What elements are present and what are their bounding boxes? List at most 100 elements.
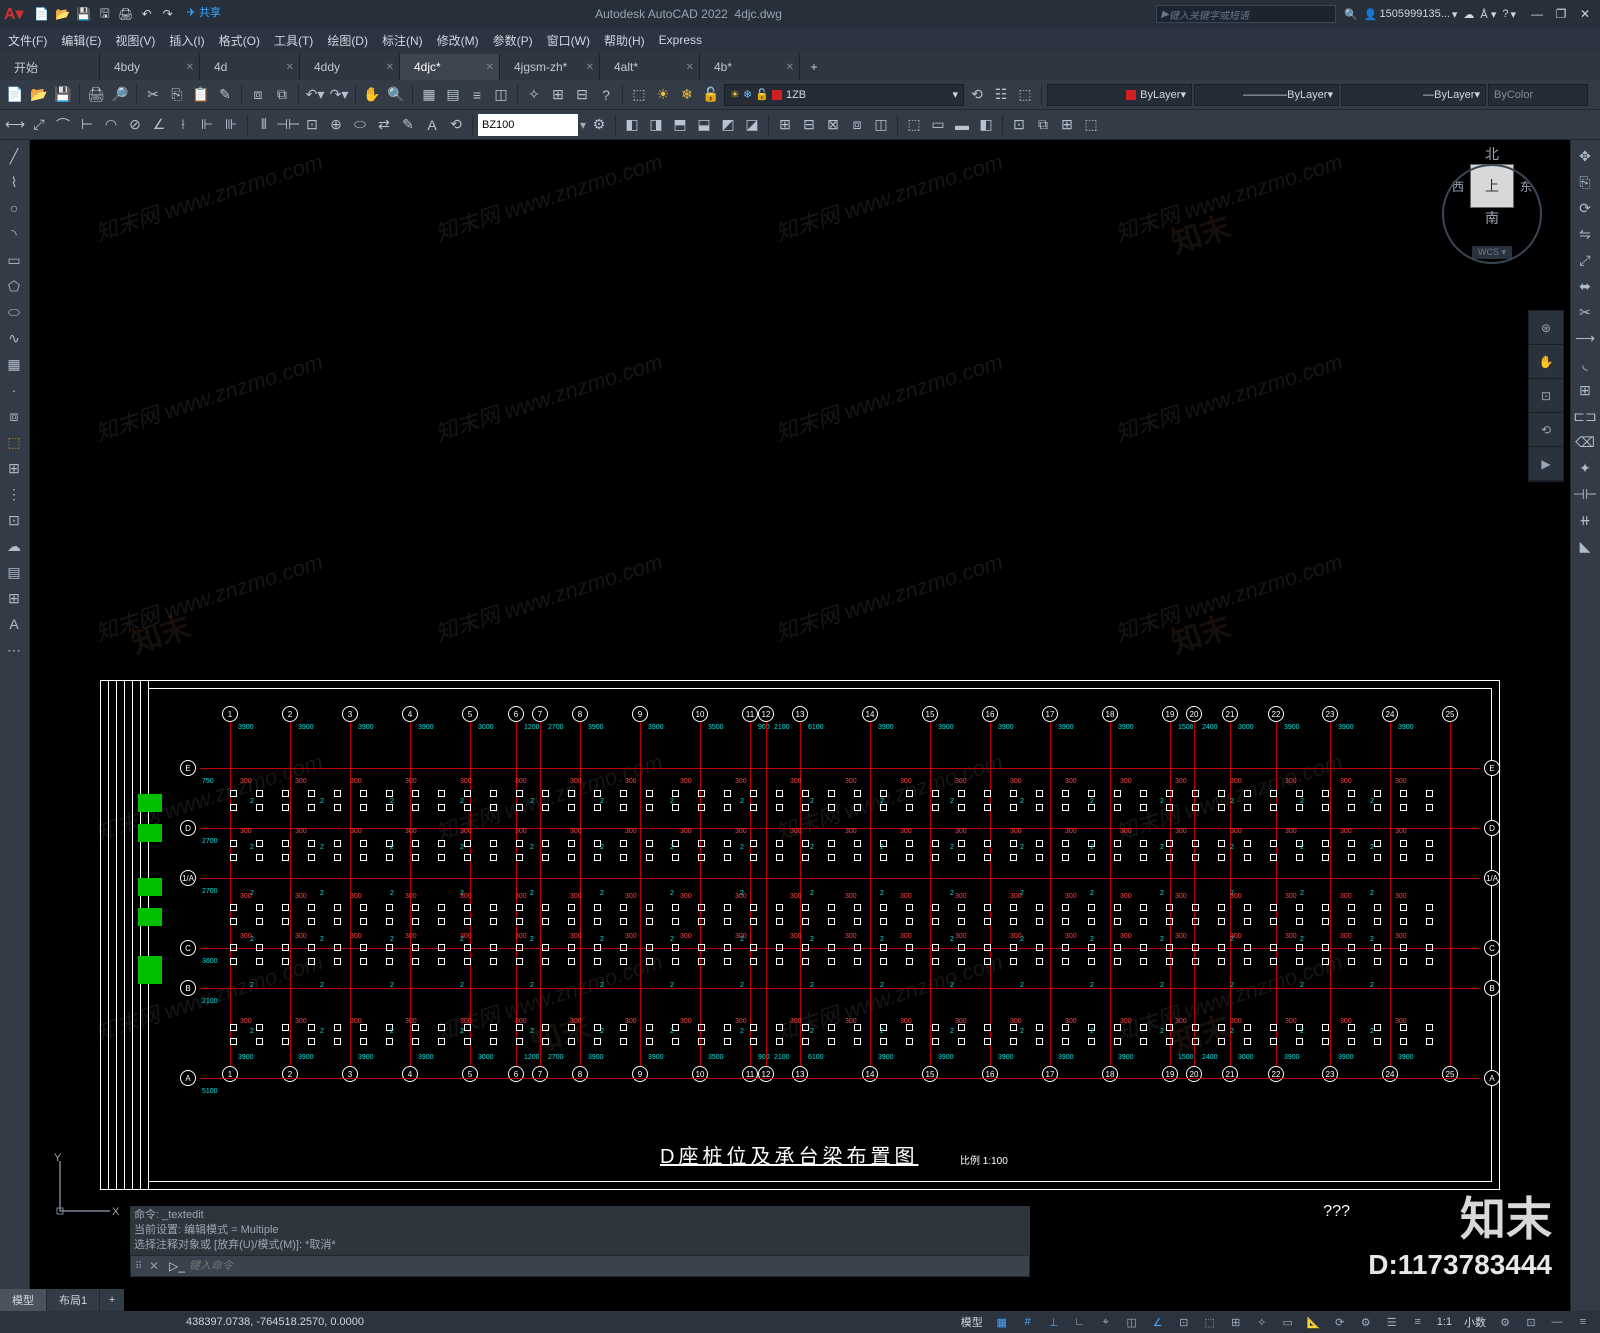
status-icon[interactable]: ≡ [1572,1313,1594,1331]
dim-rad-icon[interactable]: ◠ [100,114,122,136]
preview-icon[interactable]: 🔎 [109,84,131,106]
chamfer-icon[interactable]: ◣ [1571,534,1599,558]
close-window-icon[interactable]: ✕ [1574,5,1596,23]
new-icon[interactable]: 📄 [4,84,26,106]
menu-item[interactable]: 文件(F) [8,32,47,49]
layer-tool-icon[interactable]: ⬚ [628,84,650,106]
rect-icon[interactable]: ▭ [0,248,28,272]
linetype-dropdown[interactable]: ———— ByLayer ▾ [1194,84,1339,106]
revcloud-icon[interactable]: ☁ [0,534,28,558]
layer-lock-icon[interactable]: 🔓 [700,84,722,106]
color-dropdown[interactable]: ByLayer ▾ [1047,84,1192,106]
zoom-icon[interactable]: 🔍 [385,84,407,106]
status-toggle-icon[interactable]: ✧ [1251,1313,1273,1331]
save-icon[interactable]: 💾 [52,84,74,106]
tool5-icon[interactable]: ✧ [523,84,545,106]
block-edit-icon[interactable]: ⧉ [271,84,293,106]
dim-ord-icon[interactable]: ⊢ [76,114,98,136]
status-toggle-icon[interactable]: ☰ [1381,1313,1403,1331]
viewcube-north[interactable]: 北 [1485,144,1499,164]
menu-item[interactable]: 参数(P) [493,32,533,49]
plotstyle-dropdown[interactable]: ByColor [1488,84,1588,106]
status-toggle-icon[interactable]: ⊞ [1225,1313,1247,1331]
rotate-icon[interactable]: ⟳ [1571,196,1599,220]
erase-icon[interactable]: ⌫ [1571,430,1599,454]
document-tab[interactable]: 4jgsm-zh*✕ [500,54,600,80]
m16-icon[interactable]: ⊡ [1008,114,1030,136]
close-tab-icon[interactable]: ✕ [786,62,794,73]
redo-icon[interactable]: ↷ [158,4,178,24]
layout-tab[interactable]: 模型 [0,1289,47,1311]
menu-item[interactable]: 绘图(D) [327,32,368,49]
layers-icon[interactable]: ☷ [990,84,1012,106]
dim-linear-icon[interactable]: ⟷ [4,114,26,136]
minimize-window-icon[interactable]: — [1526,5,1548,23]
explode-icon[interactable]: ✦ [1571,456,1599,480]
layer-sun-icon[interactable]: ☀ [652,84,674,106]
lineweight-dropdown[interactable]: — ByLayer ▾ [1341,84,1486,106]
dimstyle-icon[interactable]: ⚙ [588,114,610,136]
status-toggle-icon[interactable]: ▭ [1277,1313,1299,1331]
layer-dropdown[interactable]: ☀ ❄ 🔓 1ZB▾ [724,84,964,106]
plot-icon[interactable]: 🖨 [85,84,107,106]
match-icon[interactable]: ✎ [214,84,236,106]
join-icon[interactable]: ⧺ [1571,508,1599,532]
arc-icon[interactable]: ◝ [0,222,28,246]
dim-aligned-icon[interactable]: ⤢ [28,114,50,136]
document-tab[interactable]: 4ddy✕ [300,54,400,80]
table2-icon[interactable]: ⊞ [0,586,28,610]
status-scale[interactable]: 1:1 [1433,1316,1456,1328]
m11-icon[interactable]: ◫ [870,114,892,136]
table-icon[interactable]: ⊞ [0,456,28,480]
autodesk-app-icon[interactable]: ☁ [1463,8,1474,21]
cmdline-close-icon[interactable]: ✕ [149,1259,165,1273]
layers2-icon[interactable]: ⬚ [1014,84,1036,106]
more-icon[interactable]: ⋯ [0,638,28,662]
offset-icon[interactable]: ⊏⊐ [1571,404,1599,428]
region-icon[interactable]: ⬚ [0,430,28,454]
array-icon[interactable]: ⊞ [1571,378,1599,402]
m3-icon[interactable]: ⬒ [669,114,691,136]
inspect-icon[interactable]: ⬭ [349,114,371,136]
pan-icon[interactable]: ✋ [1529,345,1563,379]
document-tab[interactable]: 开始 [0,54,100,80]
ellipse-icon[interactable]: ⬭ [0,300,28,324]
status-toggle-icon[interactable]: ⌖ [1095,1313,1117,1331]
cut-icon[interactable]: ✂ [142,84,164,106]
tool1-icon[interactable]: ▦ [418,84,440,106]
m6-icon[interactable]: ◪ [741,114,763,136]
m10-icon[interactable]: ⧈ [846,114,868,136]
close-tab-icon[interactable]: ✕ [186,62,194,73]
m15-icon[interactable]: ◧ [975,114,997,136]
close-tab-icon[interactable]: ✕ [686,62,694,73]
pan-icon[interactable]: ✋ [361,84,383,106]
layer-prev-icon[interactable]: ⟲ [966,84,988,106]
redo-icon[interactable]: ↷▾ [328,84,350,106]
tool6-icon[interactable]: ⊞ [547,84,569,106]
close-tab-icon[interactable]: ✕ [486,62,494,73]
dim-quick-icon[interactable]: ⟊ [172,114,194,136]
m17-icon[interactable]: ⧉ [1032,114,1054,136]
saveas-icon[interactable]: 🖫 [95,4,115,24]
copy-icon[interactable]: ⎘ [1571,170,1599,194]
document-tab[interactable]: 4b*✕ [700,54,800,80]
extend-icon[interactable]: ⟶ [1571,326,1599,350]
dimstyle-input[interactable] [478,114,578,136]
help-icon[interactable]: ? ▾ [1502,8,1516,21]
document-tab[interactable]: 4alt*✕ [600,54,700,80]
m12-icon[interactable]: ⬚ [903,114,925,136]
paste-icon[interactable]: 📋 [190,84,212,106]
user-account-button[interactable]: 👤 1505999135... ▾ [1364,8,1458,21]
m2-icon[interactable]: ◨ [645,114,667,136]
m4-icon[interactable]: ⬓ [693,114,715,136]
mirror-icon[interactable]: ⇋ [1571,222,1599,246]
m19-icon[interactable]: ⬚ [1080,114,1102,136]
block-icon[interactable]: ⧈ [247,84,269,106]
dim-ang-icon[interactable]: ∠ [148,114,170,136]
cmdline-grip-icon[interactable]: ⠿ [135,1261,149,1272]
status-decimal[interactable]: 小数 [1460,1314,1490,1330]
spline-icon[interactable]: ∿ [0,326,28,350]
mtext-icon[interactable]: ⊡ [0,508,28,532]
menu-item[interactable]: 插入(I) [169,32,204,49]
jog-icon[interactable]: ⇄ [373,114,395,136]
